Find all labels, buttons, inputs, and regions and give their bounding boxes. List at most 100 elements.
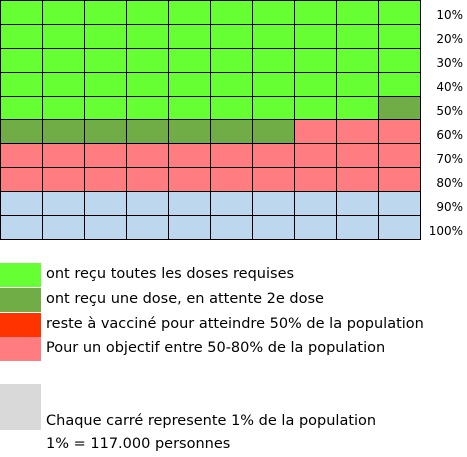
grid-cell-fully-vaccinated (168, 23, 211, 49)
grid-cell-remaining (294, 215, 337, 240)
percent-axis: 10% 20% 30% 40% 50% 60% 70% 80% 90% 100% (420, 0, 467, 240)
grid-cell-fully-vaccinated (378, 71, 421, 97)
grid-cell-remaining (126, 191, 169, 217)
grid-cell-fully-vaccinated (294, 47, 337, 73)
vaccination-grid (0, 0, 421, 240)
grid-cell-fully-vaccinated (126, 47, 169, 73)
grid-cell-objective-50-80 (210, 167, 253, 193)
grid-cell-fully-vaccinated (168, 47, 211, 73)
grid-cell-objective-50-80 (210, 143, 253, 169)
grid-cell-fully-vaccinated (0, 71, 43, 97)
grid-cell-fully-vaccinated (168, 0, 211, 25)
grid-cell-fully-vaccinated (294, 95, 337, 121)
grid-cell-fully-vaccinated (336, 95, 379, 121)
grid-cell-fully-vaccinated (168, 95, 211, 121)
grid-cell-objective-50-80 (168, 167, 211, 193)
grid-row (0, 143, 421, 169)
grid-cell-objective-50-80 (252, 143, 295, 169)
legend-swatch-one-dose (0, 288, 41, 312)
grid-cell-fully-vaccinated (42, 23, 85, 49)
legend-swatch-objective (0, 337, 41, 361)
grid-row (0, 167, 421, 193)
percent-label: 40% (436, 80, 463, 94)
grid-cell-fully-vaccinated (210, 0, 253, 25)
legend-label-fully-vaccinated: ont reçu toutes les doses requises (46, 266, 295, 282)
grid-cell-fully-vaccinated (84, 95, 127, 121)
grid-cell-objective-50-80 (294, 143, 337, 169)
grid-row (0, 71, 421, 97)
grid-cell-fully-vaccinated (84, 23, 127, 49)
grid-cell-fully-vaccinated (336, 71, 379, 97)
grid-cell-remaining (336, 191, 379, 217)
grid-cell-fully-vaccinated (336, 47, 379, 73)
legend-swatch-fully-vaccinated (0, 263, 41, 287)
grid-cell-fully-vaccinated (210, 95, 253, 121)
legend-item-one-dose: ont reçu une dose, en attente 2e dose (0, 288, 440, 312)
grid-cell-fully-vaccinated (252, 95, 295, 121)
square-meaning-note: Chaque carré represente 1% de la populat… (46, 413, 377, 429)
grid-cell-fully-vaccinated (126, 0, 169, 25)
percent-label: 30% (436, 56, 463, 70)
grid-cell-fully-vaccinated (252, 71, 295, 97)
grid-cell-one-dose (0, 119, 43, 145)
grid-cell-remaining (294, 191, 337, 217)
grid-cell-objective-50-80 (378, 167, 421, 193)
grid-cell-fully-vaccinated (84, 47, 127, 73)
legend-item-fully-vaccinated: ont reçu toutes les doses requises (0, 263, 440, 287)
legend-label-one-dose: ont reçu une dose, en attente 2e dose (46, 291, 324, 307)
grid-cell-fully-vaccinated (0, 47, 43, 73)
grid-cell-fully-vaccinated (0, 0, 43, 25)
grid-cell-remaining (378, 215, 421, 240)
grid-cell-one-dose (42, 119, 85, 145)
grid-cell-objective-50-80 (378, 119, 421, 145)
one-percent-note: 1% = 117.000 personnes (46, 436, 231, 452)
grid-cell-objective-50-80 (42, 167, 85, 193)
grid-cell-objective-50-80 (294, 167, 337, 193)
grid-cell-objective-50-80 (126, 143, 169, 169)
grid-cell-fully-vaccinated (0, 23, 43, 49)
grid-cell-fully-vaccinated (252, 23, 295, 49)
grid-row (0, 95, 421, 121)
grid-cell-objective-50-80 (336, 119, 379, 145)
percent-label: 60% (436, 128, 463, 142)
grid-cell-remaining (378, 191, 421, 217)
grid-cell-objective-50-80 (84, 167, 127, 193)
grid-row (0, 23, 421, 49)
grid-cell-objective-50-80 (336, 143, 379, 169)
percent-label: 80% (436, 176, 463, 190)
grid-cell-remaining (252, 191, 295, 217)
grid-cell-fully-vaccinated (168, 71, 211, 97)
grid-cell-fully-vaccinated (378, 0, 421, 25)
grid-cell-objective-50-80 (336, 167, 379, 193)
grid-cell-remaining (0, 191, 43, 217)
grid-cell-one-dose (378, 95, 421, 121)
grid-cell-one-dose (210, 119, 253, 145)
percent-label: 100% (428, 224, 463, 238)
grid-cell-one-dose (84, 119, 127, 145)
percent-label: 90% (436, 200, 463, 214)
grid-cell-remaining (168, 215, 211, 240)
grid-cell-fully-vaccinated (126, 95, 169, 121)
grid-cell-fully-vaccinated (42, 0, 85, 25)
grid-row (0, 119, 421, 145)
grid-cell-remaining (168, 191, 211, 217)
grid-cell-remaining (336, 215, 379, 240)
grid-cell-fully-vaccinated (294, 0, 337, 25)
grid-row (0, 47, 421, 73)
grid-cell-remaining (84, 215, 127, 240)
grid-cell-one-dose (252, 119, 295, 145)
grid-cell-fully-vaccinated (336, 23, 379, 49)
grid-cell-objective-50-80 (42, 143, 85, 169)
grid-cell-fully-vaccinated (210, 71, 253, 97)
grid-cell-one-dose (168, 119, 211, 145)
grid-cell-remaining (210, 191, 253, 217)
grid-cell-fully-vaccinated (84, 0, 127, 25)
legend-label-to-vaccinate: reste à vacciné pour atteindre 50% de la… (46, 316, 424, 332)
grid-cell-remaining (42, 215, 85, 240)
percent-label: 10% (436, 8, 463, 22)
percent-label: 70% (436, 152, 463, 166)
grid-cell-remaining (42, 191, 85, 217)
grid-cell-remaining (84, 191, 127, 217)
percent-label: 50% (436, 104, 463, 118)
legend-label-objective: Pour un objectif entre 50-80% de la popu… (46, 340, 386, 356)
